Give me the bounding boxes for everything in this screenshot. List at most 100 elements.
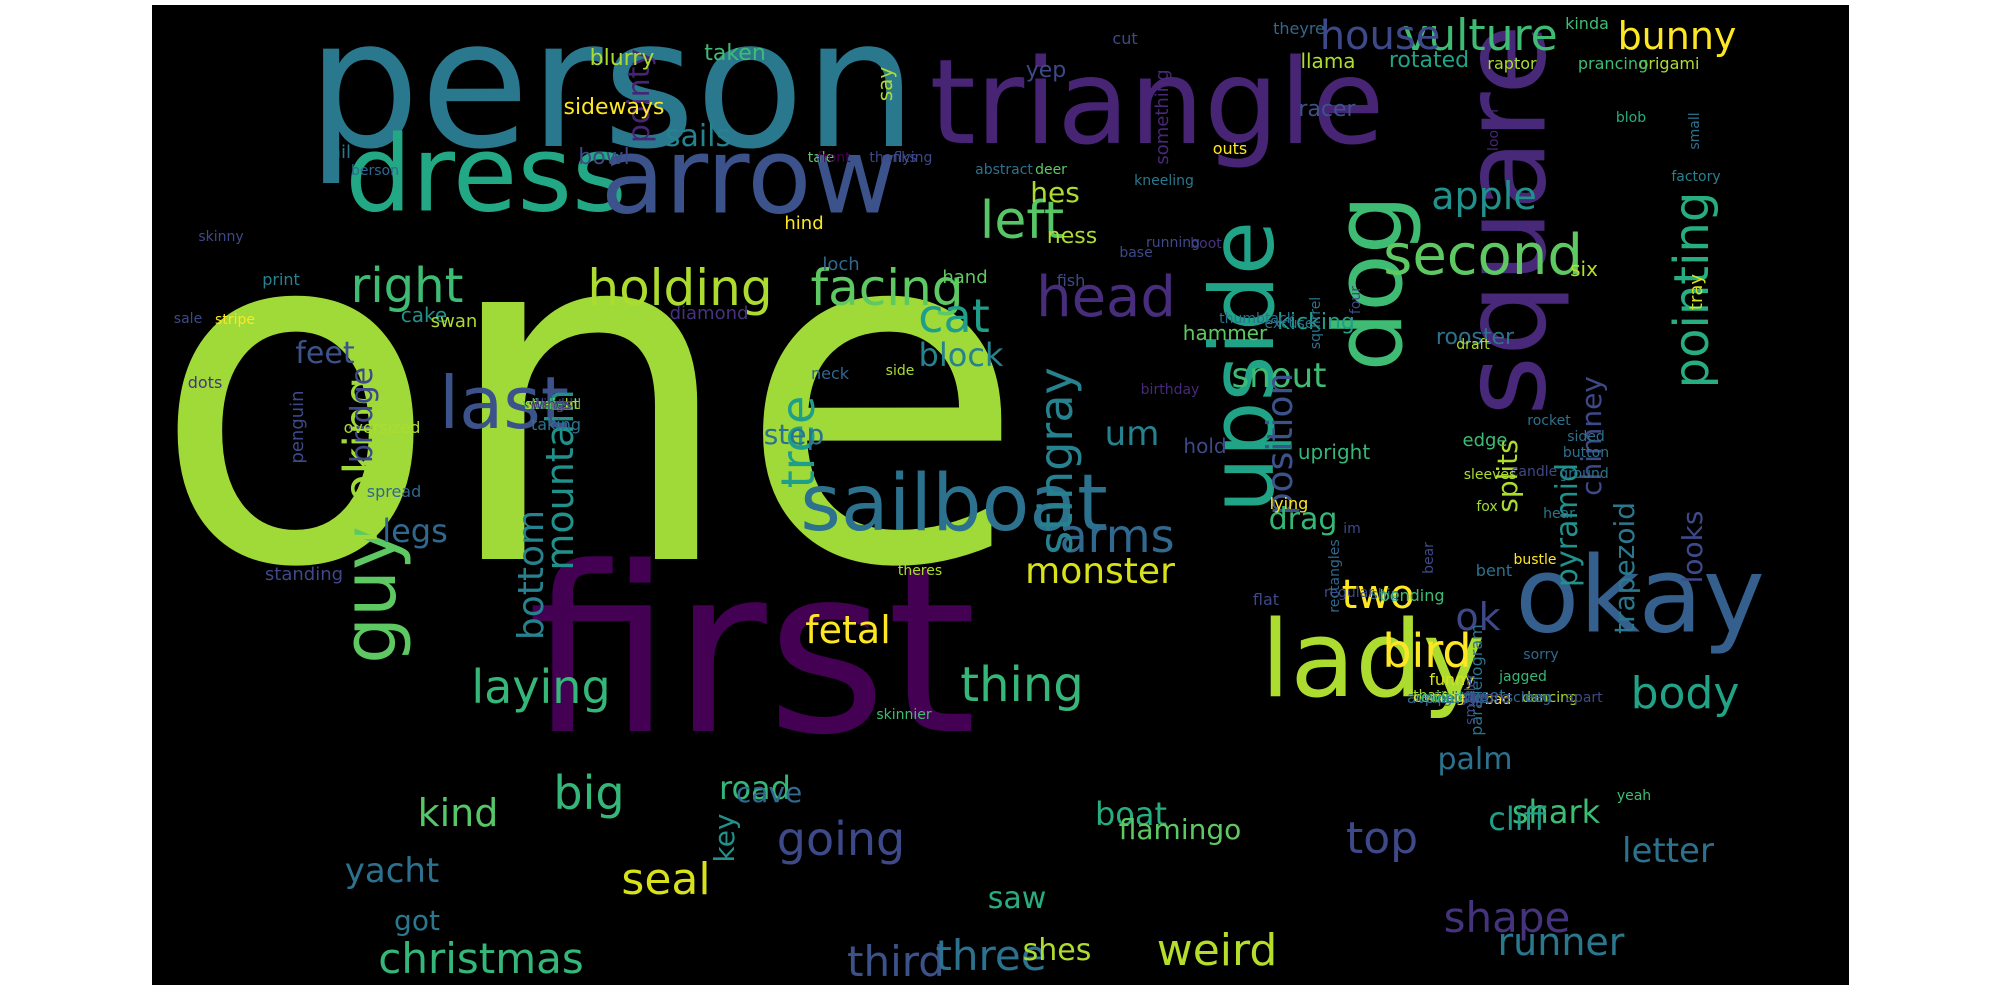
word-third: third xyxy=(847,937,945,985)
word-ness: ness xyxy=(1046,224,1098,249)
word-step: step xyxy=(763,418,825,451)
word-fish: fish xyxy=(1056,271,1086,290)
word-abstract: abstract xyxy=(975,162,1033,178)
word-coming: coming xyxy=(1413,690,1465,706)
word-runner: runner xyxy=(1497,920,1625,964)
word-barn: barn xyxy=(536,397,568,413)
word-print: print xyxy=(262,270,300,289)
word-stingray: stingray xyxy=(1029,367,1083,555)
word-penguin: penguin xyxy=(287,390,308,464)
word-hold: hold xyxy=(1183,434,1227,458)
word-bottom: bottom xyxy=(511,509,552,641)
word-kneeling: kneeling xyxy=(1134,173,1194,189)
word-small: small xyxy=(1687,112,1703,150)
word-last: last xyxy=(439,361,569,445)
word-blob: blob xyxy=(1615,110,1647,126)
word-cut: cut xyxy=(1112,29,1138,48)
word-bustle: bustle xyxy=(1513,552,1557,568)
word-rocket: rocket xyxy=(1527,413,1571,429)
word-thats: thats xyxy=(1413,688,1449,704)
word-spread: spread xyxy=(366,482,422,501)
word-arms: arms xyxy=(1059,509,1175,563)
word-long: long xyxy=(1520,690,1552,706)
word-squirrel: squirrel xyxy=(1308,296,1324,350)
word-thanks: thanks xyxy=(869,150,917,166)
word-first: first xyxy=(527,519,977,786)
word-second: second xyxy=(1383,223,1583,288)
word-sale: sale xyxy=(173,311,203,327)
word-cake: cake xyxy=(400,303,448,327)
word-rewind: rewind xyxy=(1415,690,1463,706)
word-bridge: bridge xyxy=(345,366,380,464)
word-regular: regular xyxy=(1323,585,1375,601)
word-body: body xyxy=(1630,668,1740,719)
word-bad: bad xyxy=(1484,692,1512,708)
word-base: base xyxy=(1119,245,1153,261)
word-three: three xyxy=(935,931,1047,980)
word-monster: monster xyxy=(1025,551,1175,592)
word-drag: drag xyxy=(1268,502,1338,537)
word-bigger: bigger xyxy=(1445,690,1491,706)
word-six: six xyxy=(1570,257,1598,281)
word-sideways: sideways xyxy=(563,95,665,120)
word-going: going xyxy=(776,812,906,866)
word-race: race xyxy=(536,397,568,413)
word-running: running xyxy=(1145,235,1201,251)
word-holding: holding xyxy=(587,259,773,317)
word-avalanche: avalanche xyxy=(1406,688,1490,707)
word-go: go xyxy=(1443,691,1461,707)
word-flying: flying xyxy=(893,150,933,166)
word-top: top xyxy=(1345,813,1419,864)
word-road: road xyxy=(719,769,791,807)
word-bear: bear xyxy=(1421,542,1437,574)
word-windmill: windmill xyxy=(522,397,582,413)
word-something: something xyxy=(1152,69,1173,165)
word-stripe: stripe xyxy=(215,312,255,328)
word-neck: neck xyxy=(810,364,850,383)
word-front: front xyxy=(817,150,851,166)
word-taking: taking xyxy=(530,415,582,434)
word-theres: theres xyxy=(897,563,943,579)
word-snout: snout xyxy=(1231,356,1327,396)
word-bunny: bunny xyxy=(1617,14,1737,58)
word-book: book xyxy=(534,397,570,413)
word-cliff: cliff xyxy=(1488,800,1546,838)
word-shark: shark xyxy=(1511,793,1601,831)
word-hammer: hammer xyxy=(1182,321,1268,345)
word-candle: candle xyxy=(1510,464,1558,480)
word-apple: apple xyxy=(1431,174,1537,218)
word-yep: yep xyxy=(1025,58,1067,83)
word-block: block xyxy=(918,336,1004,374)
word-got: got xyxy=(394,904,440,937)
word-origami: origami xyxy=(1638,54,1700,73)
word-palm: palm xyxy=(1437,742,1513,777)
word-sided: sided xyxy=(1567,429,1605,445)
word-okay: okay xyxy=(1515,534,1765,657)
word-side: side xyxy=(885,363,915,379)
word-legs: legs xyxy=(382,512,448,550)
word-flamingo: flamingo xyxy=(1118,813,1242,846)
word-excuse: excuse xyxy=(1264,316,1314,332)
word-kicking: kicking xyxy=(1277,310,1355,335)
word-hat: hat xyxy=(540,397,564,413)
word-outs: outs xyxy=(1212,139,1248,158)
word-hes: hes xyxy=(1030,176,1080,209)
word-lying: lying xyxy=(1269,494,1309,513)
word-draft: draft xyxy=(1456,337,1490,353)
word-diamond: diamond xyxy=(669,303,749,324)
word-four: four xyxy=(1348,285,1364,315)
word-camel: camel xyxy=(530,397,574,413)
word-cloud: one first person triangle upside dress arrow sq… xyxy=(152,5,1849,985)
word-tale: tale xyxy=(807,150,835,166)
word-thumbtack: thumbtack xyxy=(1219,311,1295,327)
word-house: house xyxy=(1319,13,1441,59)
word-triangle: triangle xyxy=(929,33,1385,171)
word-bent: bent xyxy=(1475,561,1513,580)
word-funny: funny xyxy=(1429,670,1475,689)
word-fox: fox xyxy=(1476,499,1498,515)
word-laying: laying xyxy=(471,660,611,714)
word-hand: hand xyxy=(942,267,988,288)
word-cone: cone xyxy=(1432,690,1466,706)
word-lady: lady xyxy=(1260,598,1486,721)
word-berson: berson xyxy=(351,163,399,179)
